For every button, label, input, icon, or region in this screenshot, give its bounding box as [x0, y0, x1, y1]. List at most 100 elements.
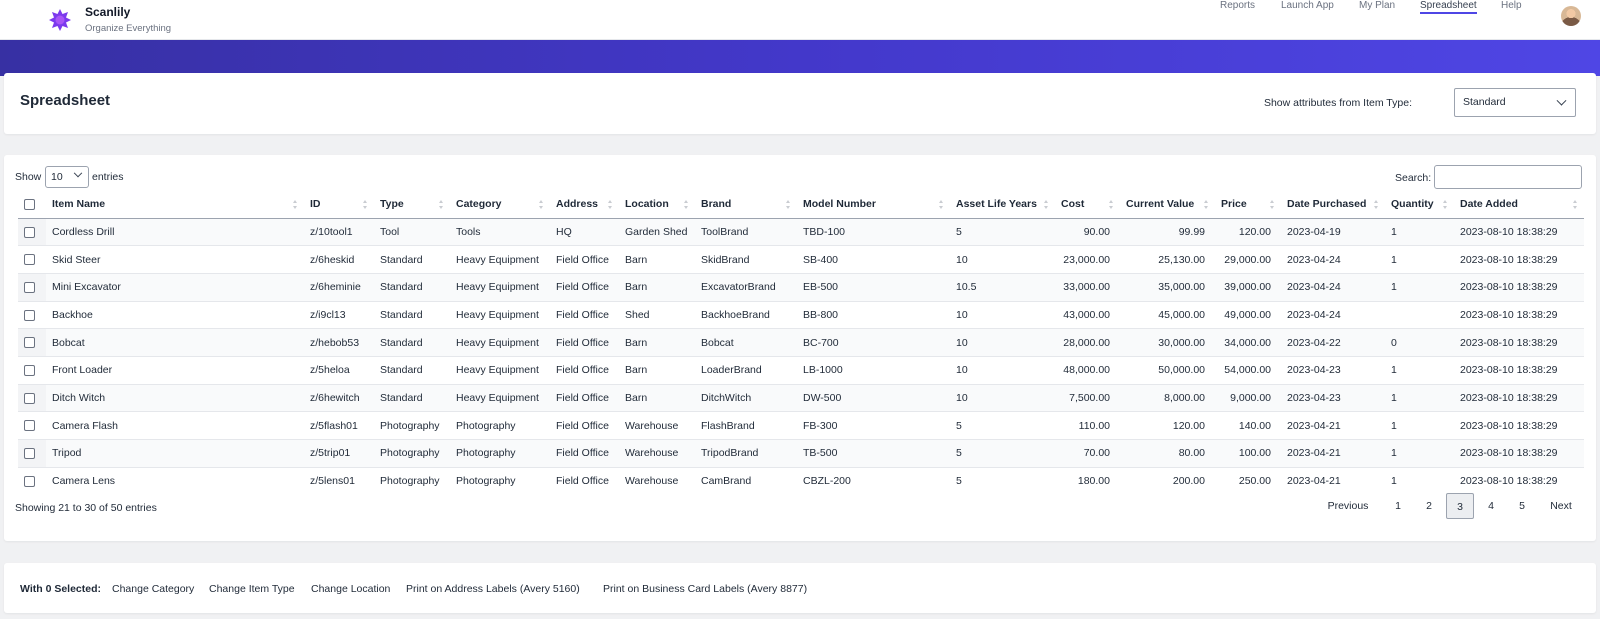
pagination-page-5[interactable]: 5 — [1519, 500, 1525, 512]
table-cell: Field Office — [550, 466, 619, 495]
sort-icon — [939, 200, 944, 209]
table-cell: 2023-04-23 — [1281, 383, 1385, 412]
column-header-address[interactable]: Address — [550, 191, 619, 219]
search-input[interactable] — [1434, 165, 1582, 189]
change-item-type-link[interactable]: Change Item Type — [209, 583, 295, 595]
table-cell: Barn — [619, 272, 695, 302]
column-header-price[interactable]: Price — [1215, 191, 1281, 219]
table-cell: 90.00 — [1055, 217, 1120, 246]
table-row[interactable]: Front Loader z/5heloa Standard Heavy Equipm… — [18, 355, 1584, 385]
table-cell: Standard — [374, 245, 450, 274]
table-row[interactable]: Cordless Drill z/10tool1 Tool Tools HQ Garden… — [18, 217, 1584, 246]
table-row[interactable]: Backhoe z/i9cl13 Standard Heavy Equipment Fi… — [18, 300, 1584, 329]
row-checkbox[interactable] — [24, 392, 35, 404]
nav-spreadsheet[interactable]: Spreadsheet — [1420, 0, 1477, 14]
pagination-next[interactable]: Next — [1550, 500, 1572, 512]
column-header-asset-life-years[interactable]: Asset Life Years — [950, 191, 1055, 219]
column-header-type[interactable]: Type — [374, 191, 450, 219]
table-row[interactable]: Ditch Witch z/6hewitch Standard Heavy Equip… — [18, 383, 1584, 412]
pagination-page-3[interactable]: 3 — [1446, 493, 1474, 519]
table-cell: 1 — [1385, 383, 1454, 412]
item-type-select[interactable]: Standard — [1454, 88, 1576, 117]
table-cell: 2023-04-24 — [1281, 300, 1385, 329]
sort-icon — [1573, 200, 1578, 209]
row-checkbox[interactable] — [24, 365, 35, 376]
column-header-location[interactable]: Location — [619, 191, 695, 219]
table-cell: 2023-08-10 18:38:29 — [1454, 300, 1584, 329]
row-checkbox[interactable] — [24, 309, 35, 321]
table-cell: 120.00 — [1120, 411, 1215, 440]
page-header-card: Spreadsheet Show attributes from Item Ty… — [4, 73, 1596, 134]
table-cell: 200.00 — [1120, 466, 1215, 495]
column-header-cost[interactable]: Cost — [1055, 191, 1120, 219]
pagination-page-2[interactable]: 2 — [1426, 500, 1432, 512]
row-checkbox[interactable] — [24, 448, 35, 460]
table-row[interactable]: Camera Flash z/5flash01 Photography Photogr… — [18, 411, 1584, 440]
change-category-link[interactable]: Change Category — [112, 583, 195, 595]
table-row[interactable]: Camera Lens z/5lens01 Photography Photograp… — [18, 466, 1584, 495]
table-row[interactable]: Tripod z/5trip01 Photography Photography Fie… — [18, 439, 1584, 468]
table-cell: 1 — [1385, 272, 1454, 302]
column-header-date-purchased[interactable]: Date Purchased — [1281, 191, 1385, 219]
print-address-labels-link[interactable]: Print on Address Labels (Avery 5160) — [406, 583, 580, 595]
pagination-page-1[interactable]: 1 — [1395, 500, 1401, 512]
row-checkbox[interactable] — [24, 226, 35, 238]
table-row[interactable]: Bobcat z/hebob53 Standard Heavy Equipment Fi… — [18, 328, 1584, 357]
row-checkbox[interactable] — [24, 281, 35, 293]
column-header-current-value[interactable]: Current Value — [1120, 191, 1215, 219]
row-checkbox[interactable] — [24, 420, 35, 432]
table-header-row: Item Name ID Type Category Address Locat… — [18, 191, 1584, 219]
table-cell: 54,000.00 — [1215, 355, 1281, 385]
table-cell: CBZL-200 — [797, 466, 950, 495]
column-header-quantity[interactable]: Quantity — [1385, 191, 1454, 219]
row-checkbox[interactable] — [24, 254, 35, 266]
table-cell: TBD-100 — [797, 217, 950, 246]
table-cell: 2023-04-24 — [1281, 245, 1385, 274]
table-cell: z/hebob53 — [304, 328, 374, 357]
pagination-previous[interactable]: Previous — [1327, 500, 1369, 512]
column-header-date-added[interactable]: Date Added — [1454, 191, 1584, 219]
nav-my-plan[interactable]: My Plan — [1359, 0, 1396, 11]
column-header-item-name[interactable]: Item Name — [46, 191, 304, 219]
entries-per-page-select[interactable]: 10 — [45, 166, 89, 188]
brand-tagline: Organize Everything — [85, 23, 172, 34]
table-cell: LoaderBrand — [695, 355, 797, 385]
header-gradient-band — [0, 40, 1600, 76]
table-cell: Field Office — [550, 328, 619, 357]
table-cell: z/i9cl13 — [304, 300, 374, 329]
nav-help[interactable]: Help — [1501, 0, 1522, 11]
column-header-model-number[interactable]: Model Number — [797, 191, 950, 219]
search-label: Search: — [1395, 172, 1432, 184]
table-cell: z/6heskid — [304, 245, 374, 274]
table-cell: 80.00 — [1120, 439, 1215, 468]
pagination: Previous 1 2 3 4 5 Next — [4, 493, 1596, 519]
column-header-brand[interactable]: Brand — [695, 191, 797, 219]
print-business-card-labels-link[interactable]: Print on Business Card Labels (Avery 887… — [603, 583, 808, 595]
nav-launch-app[interactable]: Launch App — [1281, 0, 1334, 11]
table-cell: 120.00 — [1215, 217, 1281, 246]
table-cell: Barn — [619, 383, 695, 412]
column-header-id[interactable]: ID — [304, 191, 374, 219]
table-cell: Skid Steer — [46, 245, 304, 274]
user-avatar[interactable] — [1561, 6, 1581, 26]
table-cell: TB-500 — [797, 439, 950, 468]
table-cell: Field Office — [550, 272, 619, 302]
change-location-link[interactable]: Change Location — [311, 583, 391, 595]
table-cell: DitchWitch — [695, 383, 797, 412]
table-cell: 30,000.00 — [1120, 328, 1215, 357]
table-row[interactable]: Mini Excavator z/6heminie Standard Heavy Eq… — [18, 272, 1584, 302]
row-checkbox[interactable] — [24, 337, 35, 349]
table-cell: 2023-08-10 18:38:29 — [1454, 383, 1584, 412]
column-header-category[interactable]: Category — [450, 191, 550, 219]
brand-name[interactable]: Scanlily — [85, 5, 131, 19]
table-cell: ToolBrand — [695, 217, 797, 246]
scanlily-logo-icon[interactable] — [48, 8, 72, 32]
nav-reports[interactable]: Reports — [1220, 0, 1256, 11]
select-all-checkbox[interactable] — [24, 198, 35, 210]
table-cell: Front Loader — [46, 355, 304, 385]
pagination-page-4[interactable]: 4 — [1488, 500, 1494, 512]
table-row[interactable]: Skid Steer z/6heskid Standard Heavy Equipme… — [18, 245, 1584, 274]
sort-icon — [1443, 200, 1448, 209]
table-cell — [1385, 300, 1454, 329]
row-checkbox[interactable] — [24, 476, 35, 487]
